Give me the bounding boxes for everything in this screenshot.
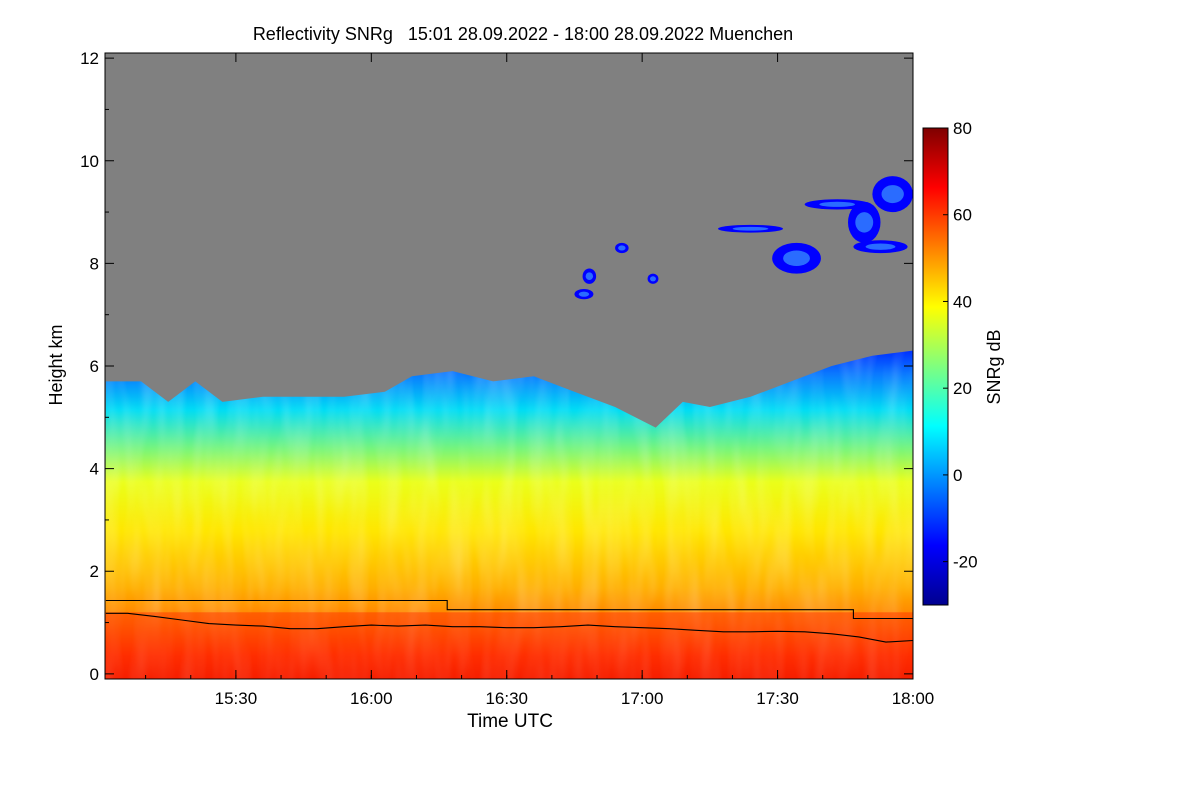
x-tick-label: 16:00 <box>350 689 393 708</box>
cloud-patch-core <box>578 291 590 297</box>
x-axis: 15:30 16:00 16:30 17:00 17:30 18:00 <box>145 53 935 708</box>
cloud-patch-core <box>618 245 626 251</box>
y-axis-label: Height km <box>46 324 66 405</box>
colorbar-gradient <box>922 127 949 606</box>
x-tick-label: 17:00 <box>621 689 664 708</box>
y-tick-label: 6 <box>90 357 99 376</box>
cloud-patch-core <box>650 276 656 282</box>
cloud-patch-core <box>855 212 874 233</box>
colorbar-tick-label: 40 <box>953 292 972 311</box>
y-tick-label: 4 <box>90 460 99 479</box>
y-tick-label: 10 <box>80 152 99 171</box>
boundary-lines <box>105 599 913 643</box>
x-tick-label: 18:00 <box>892 689 935 708</box>
x-tick-label: 15:30 <box>215 689 258 708</box>
colorbar: -20 0 20 40 60 80 SNRg dB <box>922 119 1004 606</box>
cloud-patch-core <box>783 250 810 266</box>
cloud-patch-core <box>732 226 769 231</box>
colorbar-tick-label: 80 <box>953 119 972 138</box>
cloud-patch-core <box>819 201 856 207</box>
colorbar-tick-label: 0 <box>953 466 962 485</box>
x-tick-label: 17:30 <box>756 689 799 708</box>
chart-title: Reflectivity SNRg 15:01 28.09.2022 - 18:… <box>253 24 793 44</box>
colorbar-ticks: -20 0 20 40 60 80 <box>943 119 978 572</box>
cloud-patch-core <box>881 185 904 204</box>
y-tick-label: 8 <box>90 254 99 273</box>
y-axis: 0 2 4 6 8 10 12 <box>80 49 913 684</box>
cloud-patch-core <box>865 243 896 250</box>
x-axis-label: Time UTC <box>467 711 553 732</box>
echo-layer-texture <box>105 350 913 679</box>
colorbar-label: SNRg dB <box>984 329 1004 404</box>
plot-area <box>105 53 913 679</box>
y-tick-label: 12 <box>80 49 99 68</box>
y-tick-label: 0 <box>90 665 99 684</box>
cloud-patches <box>574 176 913 300</box>
y-tick-label: 2 <box>90 562 99 581</box>
colorbar-tick-label: 20 <box>953 379 972 398</box>
cloud-patch-core <box>585 272 594 281</box>
colorbar-tick-label: -20 <box>953 553 978 572</box>
near-surface-band <box>105 612 913 679</box>
colorbar-tick-label: 60 <box>953 206 972 225</box>
series-line <box>105 599 913 620</box>
x-tick-label: 16:30 <box>485 689 528 708</box>
series-line <box>105 612 913 643</box>
